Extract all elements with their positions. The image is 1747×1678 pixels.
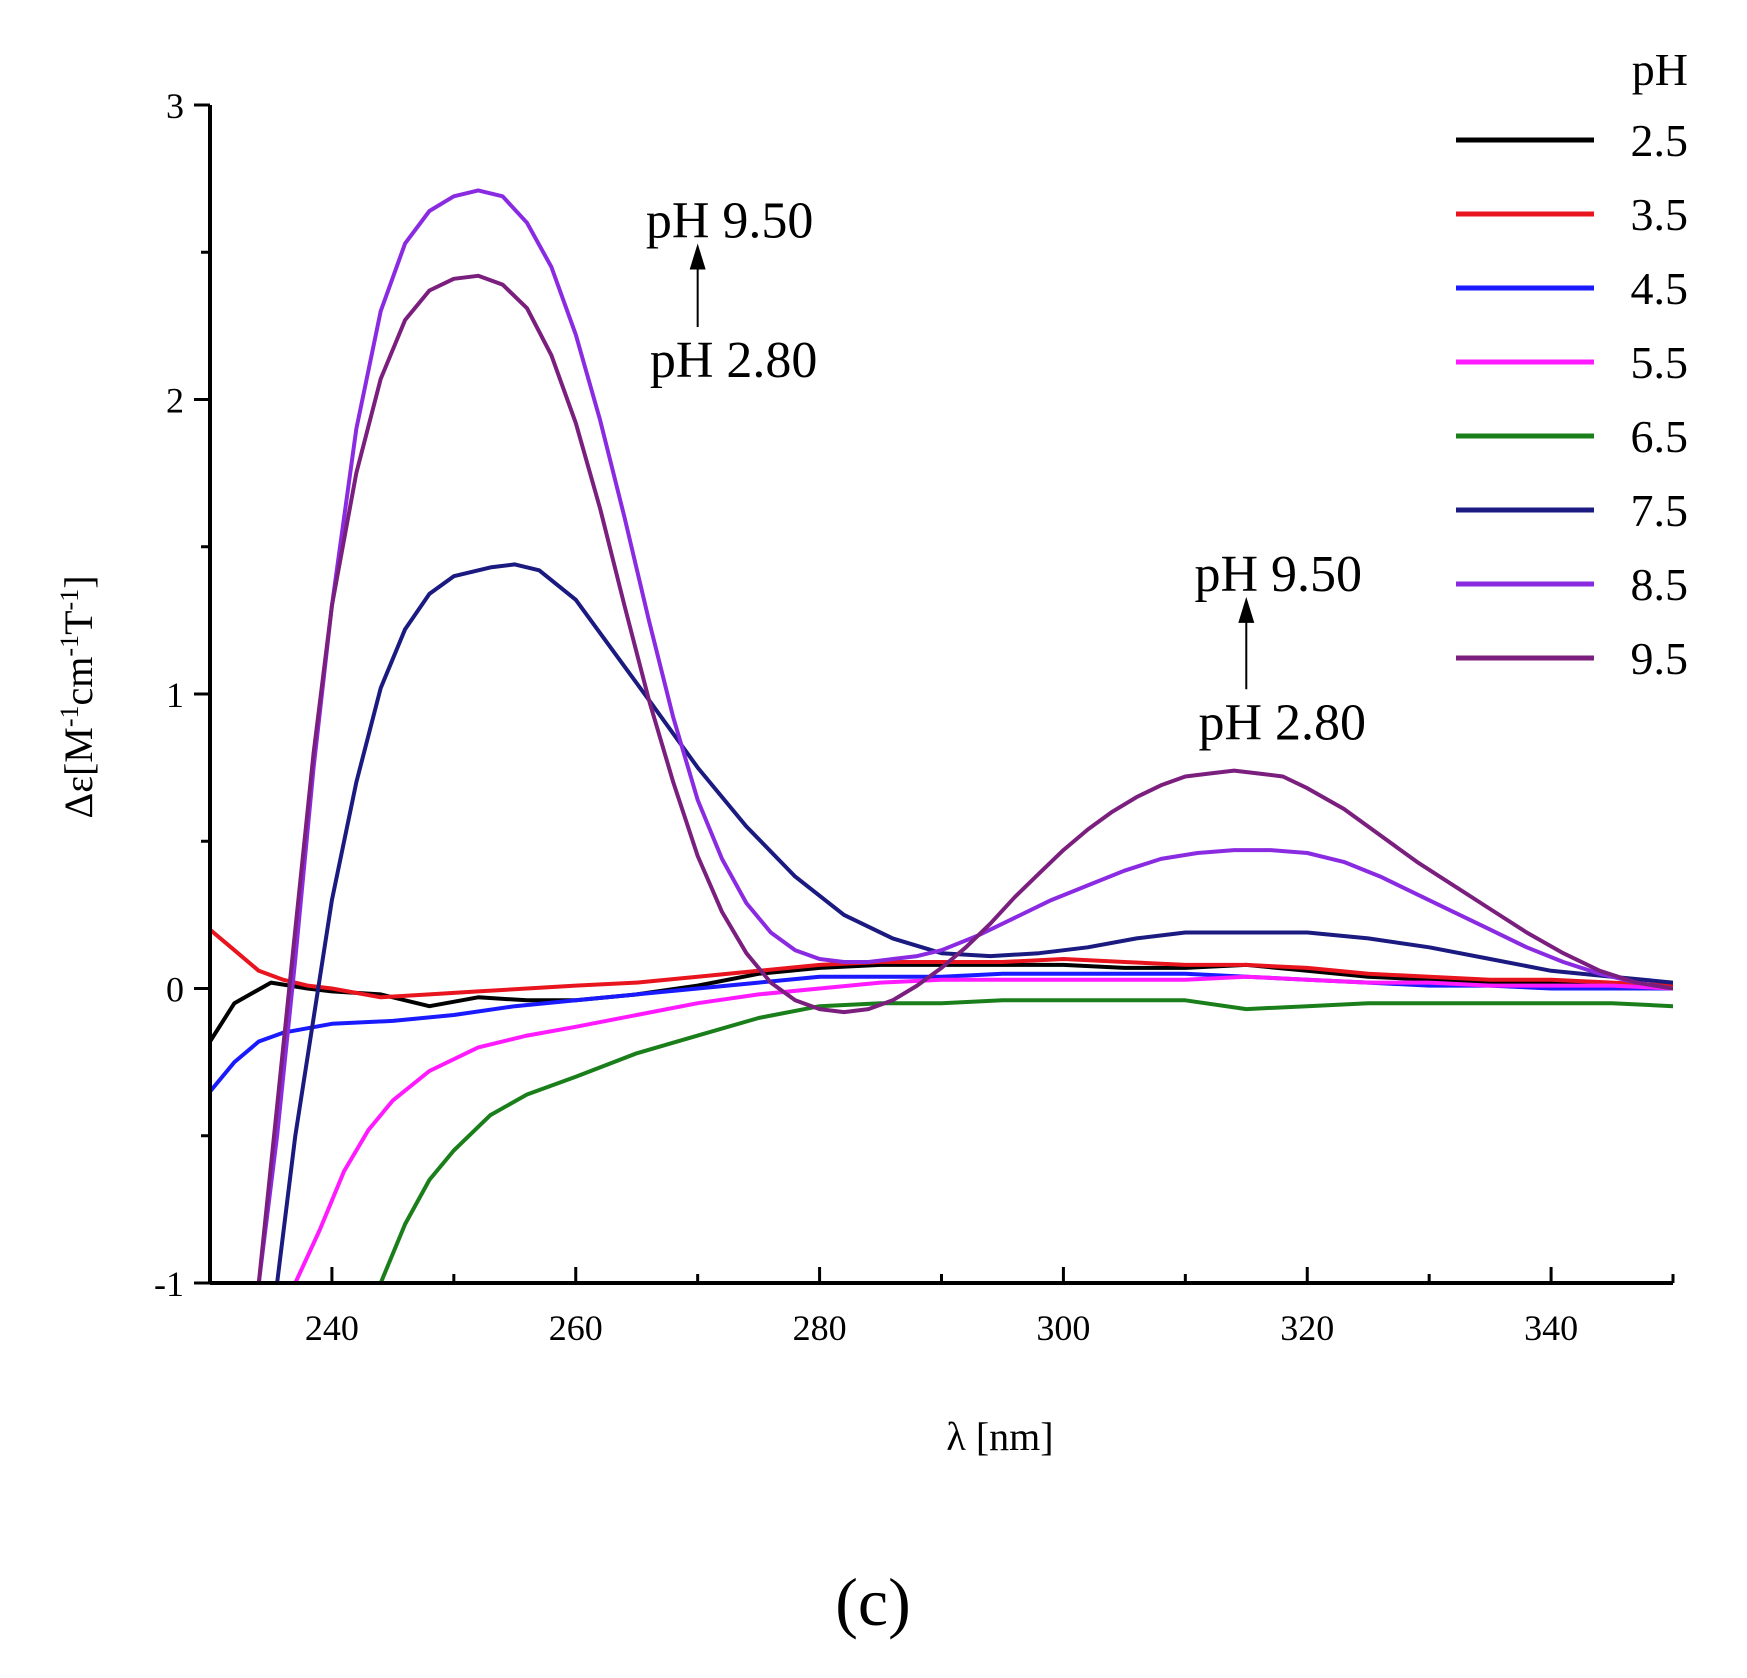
y-tick-label: 2 — [166, 381, 184, 421]
y-axis-title-sup1: -1 — [55, 705, 84, 727]
legend-label-ph-8-5: 8.5 — [1631, 559, 1689, 610]
y-tick-label: 3 — [166, 86, 184, 126]
series-line-ph-7-5 — [275, 562, 1673, 1283]
x-tick-label: 300 — [1036, 1308, 1090, 1348]
y-axis-title-sup2: -1 — [55, 635, 84, 657]
legend-label-ph-6-5: 6.5 — [1631, 411, 1689, 462]
legend-label-ph-4-5: 4.5 — [1631, 263, 1689, 314]
annotation-bottom-label: pH 2.80 — [650, 332, 818, 389]
annotation-top-label: pH 9.50 — [1195, 546, 1363, 603]
y-axis-title-base: Δε[M — [56, 727, 101, 818]
x-tick-label: 240 — [305, 1308, 359, 1348]
legend-label-ph-9-5: 9.5 — [1631, 633, 1689, 684]
legend-title: pH — [1632, 44, 1688, 95]
x-tick-label: 340 — [1524, 1308, 1578, 1348]
x-axis-title: λ [nm] — [946, 1414, 1053, 1459]
series-line-ph-5-5 — [293, 974, 1673, 1283]
legend-label-ph-2-5: 2.5 — [1631, 115, 1689, 166]
y-tick-label: -1 — [154, 1264, 184, 1304]
x-tick-label: 320 — [1280, 1308, 1334, 1348]
legend-label-ph-5-5: 5.5 — [1631, 337, 1689, 388]
legend-label-ph-7-5: 7.5 — [1631, 485, 1689, 536]
series-line-ph-9-5 — [256, 273, 1673, 1283]
annotation-arrow-head — [1238, 596, 1255, 623]
series-layer — [210, 188, 1673, 1283]
y-axis-title-sup3: -1 — [55, 589, 84, 611]
x-tick-label: 260 — [549, 1308, 603, 1348]
series-line-ph-4-5 — [210, 971, 1673, 1094]
y-tick-label: 1 — [166, 675, 184, 715]
y-axis-title-mid2: T — [56, 610, 101, 634]
annotation-bottom-label: pH 2.80 — [1199, 694, 1367, 751]
panel-label: (c) — [835, 1564, 910, 1640]
annotation-layer: pH 9.50 pH 2.80 pH 9.50 pH 2.80 — [646, 193, 1366, 752]
y-tick-label: 0 — [166, 970, 184, 1010]
series-line-ph-3-5 — [210, 927, 1673, 1000]
legend-label-ph-3-5: 3.5 — [1631, 189, 1689, 240]
y-axis-title-end: ] — [56, 575, 101, 588]
x-tick-label: 280 — [793, 1308, 847, 1348]
y-axis-title: Δε[M-1cm-1T-1] — [55, 575, 101, 818]
annotation-top-label: pH 9.50 — [646, 193, 814, 250]
y-axis-title-mid1: cm — [56, 657, 101, 706]
series-line-ph-6-5 — [378, 998, 1673, 1283]
ticks-layer: 240 260 280 300 320 340 -1 0 1 2 3 — [154, 86, 1675, 1348]
annotation-arrow-head — [689, 243, 706, 270]
series-line-ph-8-5 — [256, 188, 1673, 1283]
axes-layer — [208, 105, 1673, 1285]
legend-items: 2.5 3.5 4.5 5.5 6.5 7.5 8.5 9.5 — [1456, 115, 1688, 684]
legend: pH 2.5 3.5 4.5 5.5 6.5 7.5 8.5 9.5 — [1456, 44, 1688, 684]
